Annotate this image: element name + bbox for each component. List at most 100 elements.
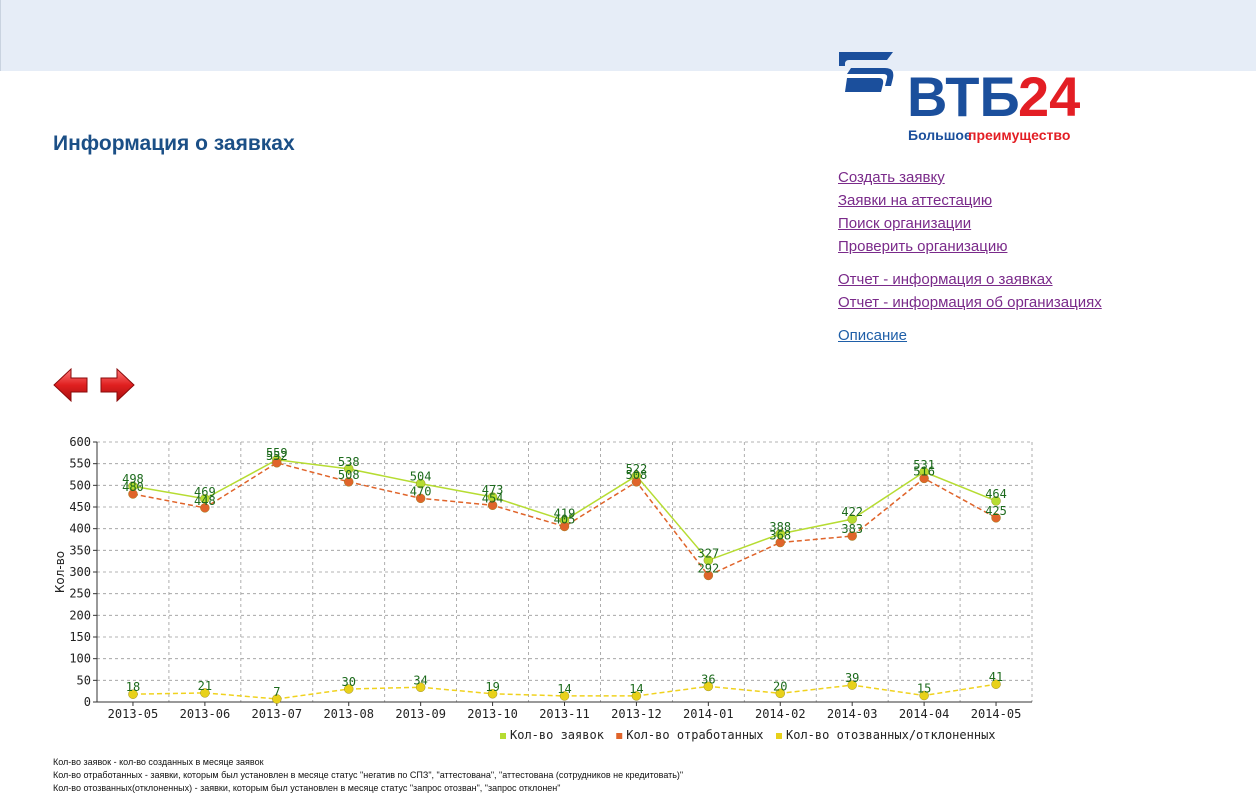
- top-banner: [0, 0, 1256, 71]
- x-tick-label: 2014-05: [971, 707, 1022, 721]
- data-point: [200, 688, 210, 698]
- y-tick-label: 600: [69, 435, 91, 449]
- nav-report-organizations[interactable]: Отчет - информация об организациях: [838, 294, 1102, 311]
- data-label: 18: [126, 680, 140, 694]
- nav-report-requests[interactable]: Отчет - информация о заявках: [838, 271, 1053, 288]
- data-point: [703, 681, 714, 692]
- data-point: [991, 679, 1001, 689]
- data-label: 508: [626, 468, 648, 482]
- data-point: [128, 489, 138, 499]
- data-point: [344, 477, 354, 487]
- data-point: [847, 680, 857, 690]
- arrow-left-icon[interactable]: [52, 366, 90, 404]
- data-label: 36: [701, 672, 715, 686]
- series-1: 480 448 552 508 470 454 405 508 292 368 383 516 425: [122, 449, 1007, 581]
- data-label: 425: [985, 504, 1007, 518]
- data-point: [272, 458, 282, 468]
- data-point: [200, 503, 210, 513]
- y-tick-label: 350: [69, 543, 91, 557]
- y-tick-label: 300: [69, 565, 91, 579]
- legend-label: Кол-во заявок: [510, 728, 605, 742]
- page-title: Информация о заявках: [53, 132, 295, 155]
- data-point: [703, 570, 714, 581]
- data-point: [919, 473, 929, 484]
- data-label: 20: [773, 679, 787, 693]
- nav-attestation-requests[interactable]: Заявки на аттестацию: [838, 192, 993, 209]
- data-label: 14: [629, 682, 643, 696]
- logo-tagline-2: преимущество: [968, 127, 1070, 143]
- x-tick-label: 2014-02: [755, 707, 806, 721]
- x-tick-label: 2013-05: [108, 707, 159, 721]
- data-label: 39: [845, 671, 859, 685]
- data-label: 422: [841, 505, 863, 519]
- data-point: [272, 694, 282, 704]
- x-tick-label: 2014-01: [683, 707, 734, 721]
- data-label: 522: [626, 462, 648, 476]
- data-label: 21: [198, 679, 212, 693]
- data-label: 473: [482, 483, 504, 497]
- data-label: 327: [698, 546, 720, 560]
- nav-create-request[interactable]: Создать заявку: [838, 169, 945, 186]
- data-label: 538: [338, 455, 360, 469]
- x-tick-label: 2013-11: [539, 707, 590, 721]
- nav-check-organization[interactable]: Проверить организацию: [838, 238, 1008, 255]
- y-tick-label: 50: [77, 673, 91, 687]
- data-label: 559: [266, 446, 288, 460]
- nav-description[interactable]: Описание: [838, 327, 908, 344]
- note-processed: Кол-во отработанных - заявки, которым бы…: [53, 770, 684, 780]
- y-tick-label: 150: [69, 630, 91, 644]
- data-point: [991, 496, 1001, 506]
- data-label: 498: [122, 472, 144, 486]
- chart-grid: [96, 441, 1033, 703]
- data-label: 531: [913, 458, 935, 472]
- y-tick-label: 200: [69, 608, 91, 622]
- data-label: 470: [410, 484, 432, 498]
- data-point: [415, 493, 426, 504]
- data-label: 14: [557, 682, 571, 696]
- data-point: [415, 682, 426, 692]
- legend-label: Кол-во отработанных: [626, 728, 763, 742]
- data-point: [487, 689, 498, 699]
- note-withdrawn: Кол-во отозванных(отклоненных) - заявки,…: [53, 783, 561, 793]
- data-point: [775, 688, 785, 699]
- y-axis-label: Кол-во: [53, 551, 67, 593]
- arrow-right-icon[interactable]: [98, 366, 136, 404]
- data-point: [847, 531, 857, 541]
- requests-line-chart: 0 50 100 150 200 250 300 350 400 450 500 550 600 2013…: [53, 435, 1033, 742]
- nav-search-organization[interactable]: Поиск организации: [838, 215, 972, 232]
- data-point: [344, 464, 354, 474]
- data-label: 552: [266, 449, 288, 463]
- x-tick-label: 2013-09: [395, 707, 446, 721]
- data-point: [991, 513, 1001, 523]
- data-label: 454: [482, 491, 504, 505]
- data-label: 469: [194, 485, 216, 499]
- logo-tagline-1: Большое: [908, 127, 972, 143]
- nav-links: Создать заявку Заявки на аттестацию Поис…: [838, 166, 1102, 347]
- y-tick-label: 0: [84, 695, 91, 709]
- x-tick-label: 2013-10: [467, 707, 518, 721]
- data-label: 292: [698, 561, 720, 575]
- y-tick-label: 100: [69, 652, 91, 666]
- x-tick-label: 2013-08: [323, 707, 374, 721]
- series-2: 18 21 7 30 34 19 14 14 36 20 39 15 41: [126, 670, 1003, 704]
- data-label: 516: [913, 464, 935, 478]
- y-tick-label: 400: [69, 522, 91, 536]
- data-label: 19: [485, 680, 499, 694]
- period-navigation: [52, 366, 140, 409]
- data-label: 464: [985, 487, 1007, 501]
- y-tick-label: 450: [69, 500, 91, 514]
- legend-label: Кол-во отозванных/отклоненных: [786, 728, 996, 742]
- x-tick-label: 2014-03: [827, 707, 878, 721]
- data-point: [559, 691, 570, 701]
- data-label: 34: [413, 673, 427, 687]
- data-label: 419: [554, 506, 576, 520]
- y-tick-label: 250: [69, 587, 91, 601]
- legend-swatch: [616, 733, 623, 739]
- data-label: 41: [989, 670, 1003, 684]
- data-label: 15: [917, 682, 931, 696]
- data-point: [847, 514, 857, 524]
- x-tick-label: 2013-12: [611, 707, 662, 721]
- x-tick-label: 2014-04: [899, 707, 950, 721]
- chart-legend: Кол-во заявок Кол-во отработанных Кол-во о…: [500, 728, 996, 742]
- legend-swatch: [776, 733, 782, 739]
